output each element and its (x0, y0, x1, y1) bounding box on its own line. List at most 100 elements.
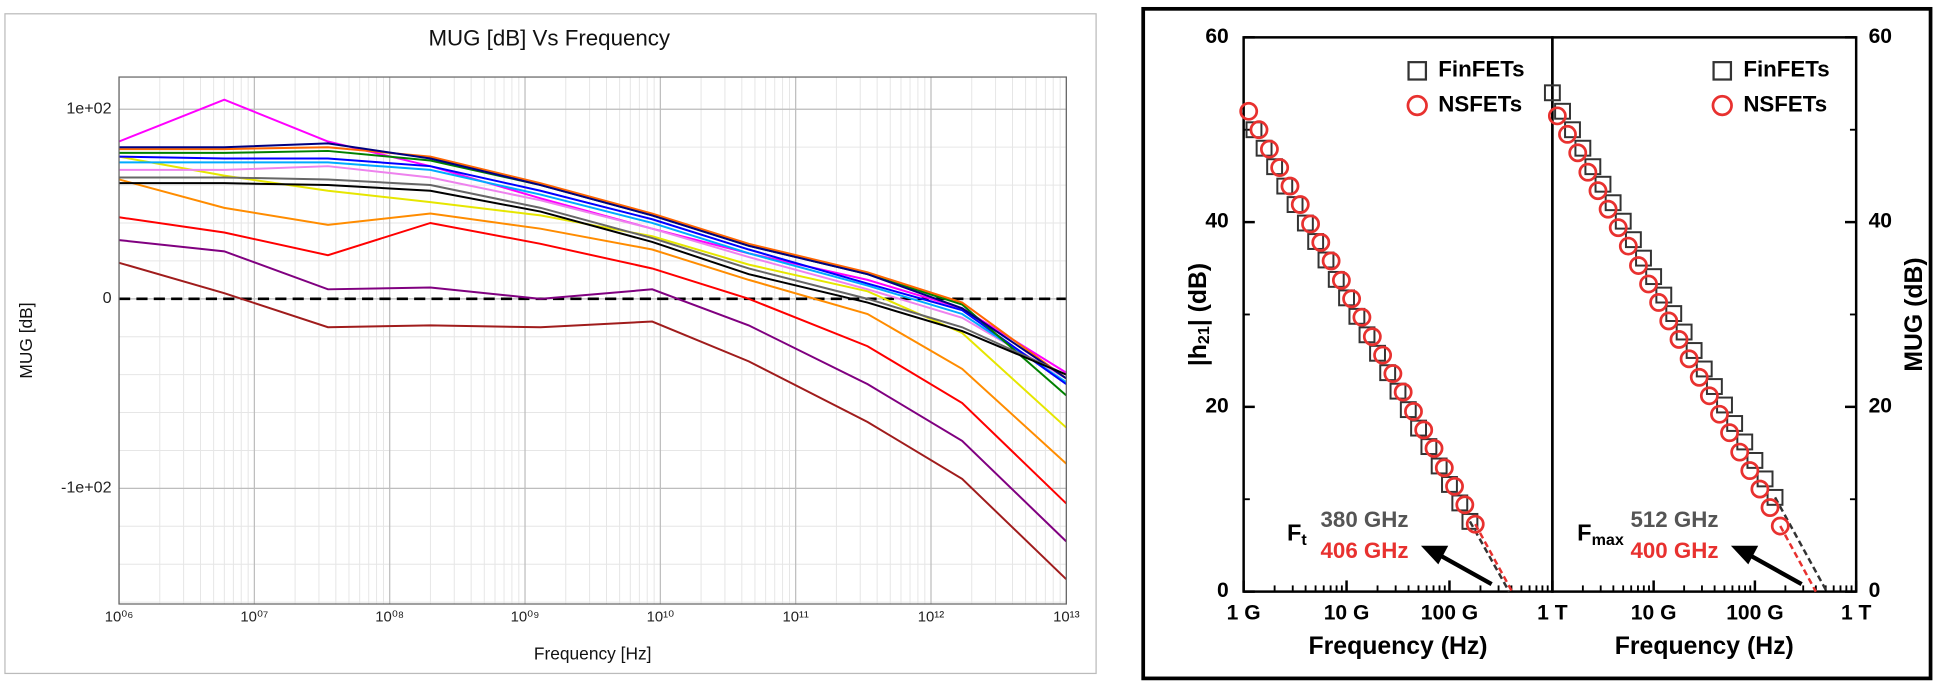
arrow (1437, 552, 1493, 587)
marker-circle (1608, 218, 1628, 238)
marker-circle (1689, 367, 1709, 387)
y-tick-label: 0 (1869, 579, 1881, 602)
y-tick-label: 60 (1869, 25, 1892, 48)
legend-marker (1712, 61, 1733, 81)
marker-circle (1720, 423, 1739, 443)
marker-circle (1659, 311, 1679, 331)
chart-title: MUG [dB] Vs Frequency (428, 26, 670, 51)
legend-marker (1406, 94, 1428, 117)
annotation-symbol-text: F (1577, 520, 1591, 546)
marker-circle (1383, 364, 1403, 384)
marker-square (1705, 378, 1723, 395)
legend-label: FinFETs (1743, 57, 1829, 82)
series-line (119, 142, 1067, 380)
y-tick-label: 40 (1205, 210, 1228, 233)
marker-circle (1270, 158, 1290, 178)
y-axis-label-text: |h (1185, 344, 1212, 366)
marker-circle (1414, 420, 1434, 440)
marker-square (1726, 415, 1744, 432)
legend-label: NSFETs (1743, 91, 1827, 116)
x-tick-label: 10⁰⁶ (105, 610, 134, 626)
y-axis-label: MUG (dB) (1901, 257, 1928, 371)
extrapolation-line (1779, 525, 1817, 593)
annotation-value: 406 GHz (1321, 538, 1409, 563)
y-tick-label: -1e+02 (61, 479, 112, 497)
marker-circle (1649, 293, 1669, 312)
marker-circle (1547, 106, 1567, 126)
x-tick-label: 1 T (1841, 601, 1872, 624)
marker-square (1543, 84, 1561, 102)
marker-circle (1740, 461, 1760, 481)
marker-circle (1558, 124, 1577, 144)
marker-circle (1629, 256, 1648, 275)
y-axis-label-suffix: | (dB) (1185, 263, 1212, 326)
annotation-symbol: Fmax (1577, 520, 1624, 549)
marker-circle (1730, 442, 1750, 462)
y-tick-label: 40 (1869, 210, 1892, 233)
marker-circle (1342, 289, 1362, 309)
x-axis-label: Frequency (Hz) (1309, 633, 1488, 660)
x-tick-label: 10 G (1324, 601, 1370, 624)
x-tick-label: 10⁰⁸ (375, 610, 404, 626)
marker-circle (1290, 195, 1310, 214)
legend-label: FinFETs (1438, 57, 1524, 82)
marker-circle (1362, 327, 1382, 347)
x-tick-label: 10¹² (918, 610, 944, 626)
marker-circle (1424, 439, 1444, 458)
x-axis-label: Frequency (Hz) (1615, 633, 1794, 660)
series-line (119, 155, 1067, 385)
marker-circle (1618, 236, 1638, 256)
series-line (119, 161, 1067, 384)
arrow (1747, 552, 1803, 587)
series-line (119, 176, 1067, 376)
annotation-symbol-subscript: max (1592, 531, 1624, 549)
marker-square (1736, 433, 1754, 451)
arrow-head (1730, 545, 1759, 565)
marker-square (1756, 470, 1774, 488)
marker-square (1766, 488, 1784, 506)
marker-circle (1669, 329, 1689, 349)
x-tick-label: 1 T (1537, 601, 1568, 624)
x-axis-label: Frequency [Hz] (534, 643, 652, 663)
annotation-symbol-text: F (1287, 520, 1301, 546)
marker-square (1564, 121, 1581, 139)
x-tick-label: 1 G (1227, 601, 1261, 624)
plot-area (119, 77, 1067, 605)
marker-square (1584, 158, 1602, 176)
y-tick-label: 0 (1217, 579, 1229, 602)
marker-circle (1301, 214, 1320, 234)
marker-square (1716, 396, 1733, 414)
x-tick-label: 10¹¹ (782, 610, 808, 626)
series-line (118, 239, 1068, 543)
legend-marker (1711, 94, 1733, 117)
series-line (119, 182, 1067, 376)
y-tick-label: 20 (1869, 394, 1892, 417)
x-tick-label: 100 G (1421, 601, 1478, 624)
annotation-symbol-subscript: t (1301, 531, 1307, 549)
marker-circle (1770, 516, 1790, 536)
arrows (1420, 545, 1803, 587)
marker-circle (1434, 458, 1454, 478)
y-axis-label-subscript: 21 (1195, 326, 1213, 344)
chart-2-panel: 10 G 100 G 1 T0 20 40 60 FinFETs NSFETs Frequenc… (1543, 25, 1928, 660)
series-line (118, 178, 1068, 465)
chart-1: 10⁰⁶ 10⁰⁷ 10⁰⁸ 10⁰⁹ 10¹⁰ 10¹¹ 10¹² 10¹³ -1e+02 0 1… (16, 26, 1080, 664)
marker-circle (1239, 101, 1259, 121)
annotation-symbol: Ft (1287, 520, 1307, 549)
marker-circle (1280, 176, 1300, 196)
marker-circle (1404, 402, 1423, 421)
chart-2-frame (1141, 6, 1933, 681)
arrow-head (1420, 545, 1449, 565)
marker-circle (1455, 495, 1475, 515)
marker-circle (1445, 476, 1464, 496)
x-tick-label: 10¹⁰ (647, 610, 674, 626)
marker-circle (1578, 162, 1598, 182)
marker-circle (1321, 251, 1341, 271)
y-tick-label: 1e+02 (66, 100, 111, 118)
x-tick-label: 10¹³ (1053, 610, 1079, 626)
annotation-value: 400 GHz (1630, 538, 1718, 563)
annotation-value: 380 GHz (1321, 507, 1409, 532)
marker-circle (1393, 382, 1413, 402)
marker-square (1574, 139, 1592, 157)
